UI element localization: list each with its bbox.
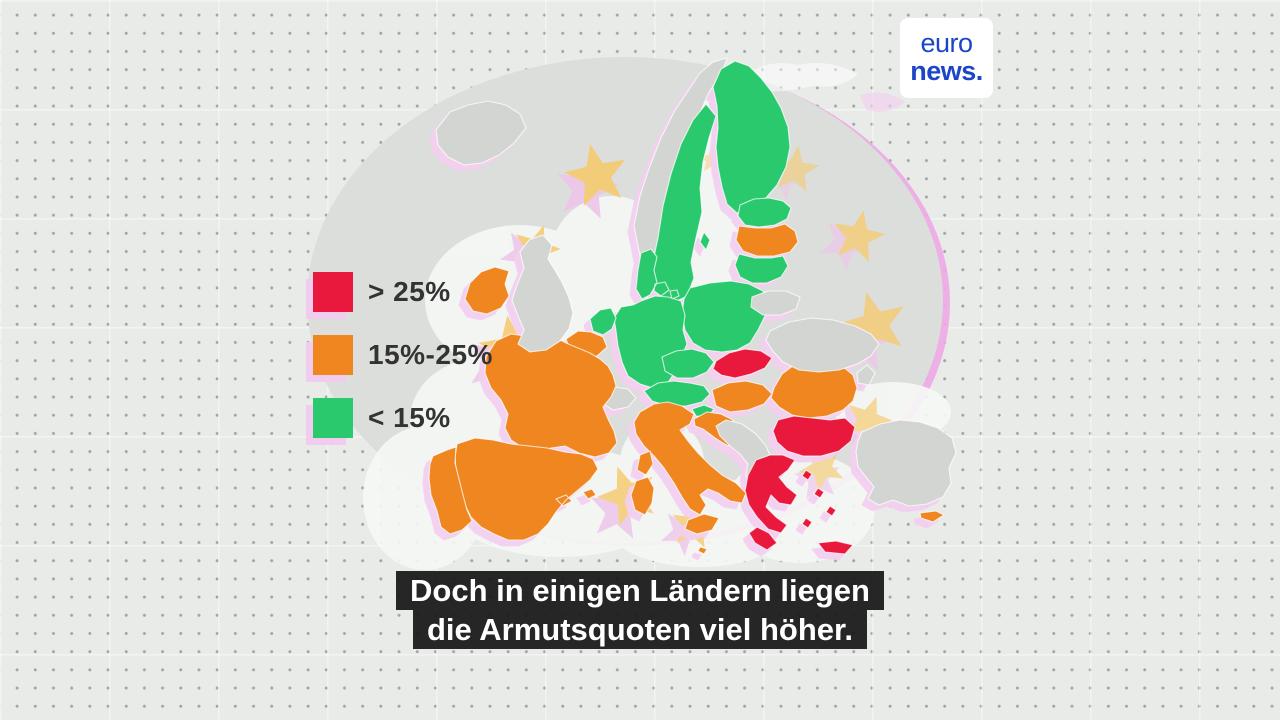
country-france xyxy=(484,331,654,476)
country-finland xyxy=(712,60,791,214)
country-moldova xyxy=(856,364,876,386)
subtitle-line-2: die Armutsquoten viel höher. xyxy=(412,610,868,649)
country-iceland xyxy=(435,100,527,166)
country-italy xyxy=(630,401,747,555)
subtitle-caption: Doch in einigen Ländern liegen die Armut… xyxy=(0,571,1280,649)
country-belarus xyxy=(750,290,801,316)
country-cyprus xyxy=(919,510,945,523)
subtitle-line-1: Doch in einigen Ländern liegen xyxy=(396,571,884,610)
country-greece xyxy=(744,454,854,555)
country-netherlands xyxy=(589,307,617,336)
country-sweden-gotland xyxy=(699,231,711,251)
legend-label-mid: 15%-25% xyxy=(368,339,493,370)
country-estonia xyxy=(737,197,792,228)
legend-label-low: < 15% xyxy=(368,402,451,433)
country-portugal xyxy=(428,446,473,535)
country-latvia xyxy=(735,223,799,257)
country-bulgaria xyxy=(772,415,856,457)
legend-swatch-red xyxy=(313,272,353,312)
countries-layer xyxy=(428,57,957,555)
logo-text-euro: euro xyxy=(920,28,973,59)
country-hungary xyxy=(711,380,773,413)
legend-item-high: > 25% xyxy=(313,272,493,312)
euronews-logo: euro news. xyxy=(900,18,993,98)
country-czechia xyxy=(661,348,715,379)
country-ireland xyxy=(464,266,510,315)
legend-swatch-orange xyxy=(313,335,353,375)
legend-item-low: < 15% xyxy=(313,398,493,438)
country-lithuania xyxy=(734,253,789,284)
legend-swatch-green xyxy=(313,398,353,438)
legend-label-high: > 25% xyxy=(368,276,451,307)
country-united-kingdom xyxy=(511,234,574,353)
legend-item-mid: 15%-25% xyxy=(313,335,493,375)
logo-text-news: news. xyxy=(910,56,983,86)
country-slovakia xyxy=(712,348,773,379)
country-denmark xyxy=(635,248,680,300)
country-turkey xyxy=(855,419,957,507)
country-ukraine xyxy=(765,317,880,373)
legend: > 25% 15%-25% < 15% xyxy=(313,272,493,438)
